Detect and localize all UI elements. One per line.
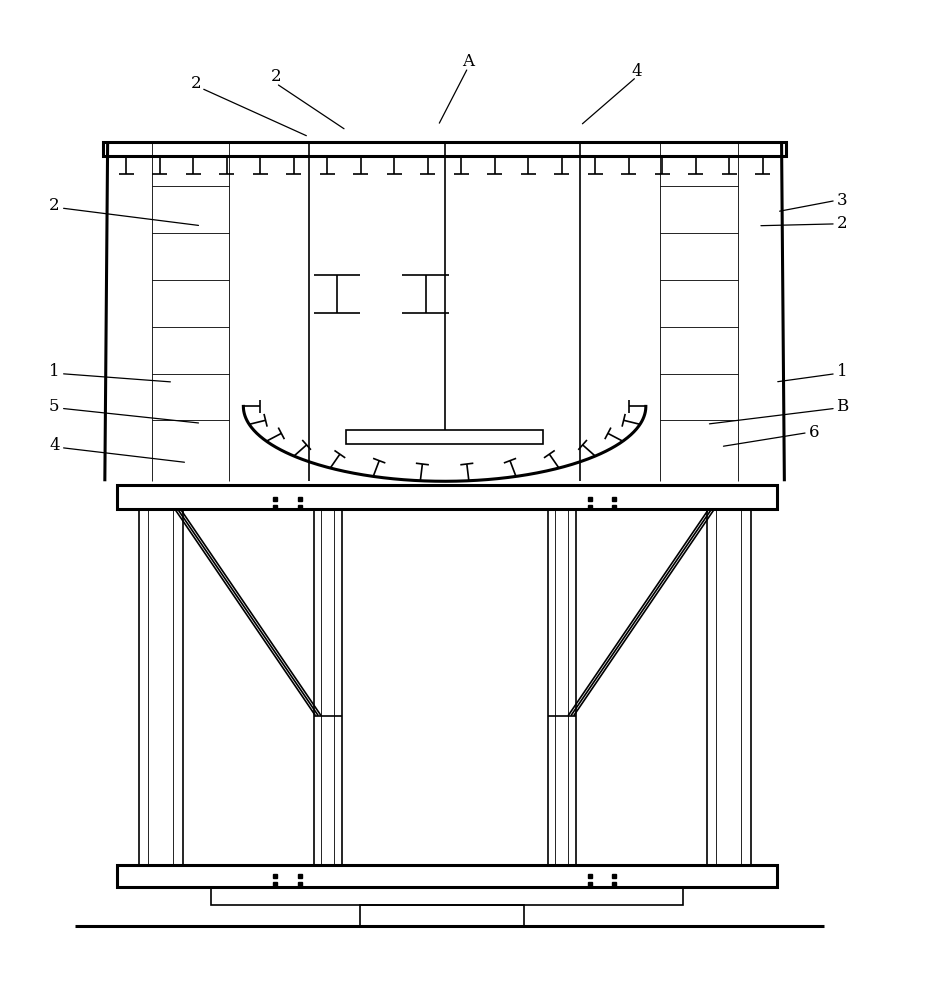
Bar	[117, 485, 777, 509]
Text: 4: 4	[631, 63, 642, 80]
Text: 2: 2	[271, 68, 282, 85]
Bar	[103, 142, 786, 156]
Text: B: B	[836, 398, 849, 415]
Text: 6: 6	[809, 424, 820, 441]
Bar	[117, 865, 777, 887]
Bar	[211, 887, 683, 905]
Bar	[139, 509, 183, 865]
Text: 2: 2	[191, 75, 202, 92]
Text: 4: 4	[49, 437, 60, 454]
Text: 1: 1	[837, 363, 848, 380]
Bar	[707, 509, 751, 865]
Bar	[548, 509, 576, 865]
Text: 5: 5	[49, 398, 60, 415]
Bar	[346, 430, 543, 444]
Text: 3: 3	[837, 192, 848, 209]
Text: A: A	[462, 53, 474, 70]
Text: 2: 2	[49, 197, 60, 214]
Text: 1: 1	[49, 363, 60, 380]
Bar	[314, 509, 342, 865]
Bar	[360, 905, 524, 926]
Text: 2: 2	[837, 215, 848, 232]
